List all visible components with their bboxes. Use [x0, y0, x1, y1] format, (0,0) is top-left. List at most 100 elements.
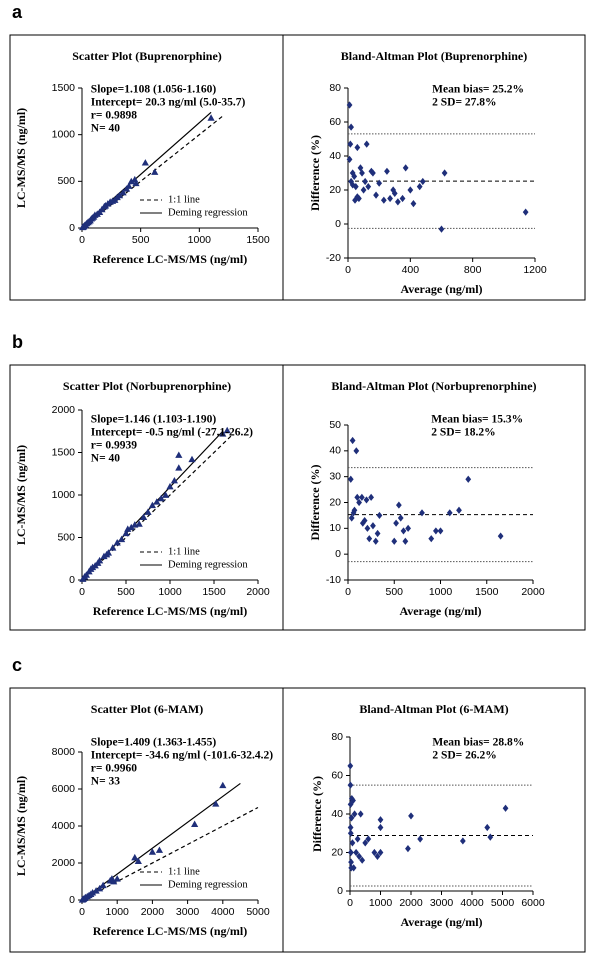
y-tick-label: 20 [329, 184, 341, 196]
y-axis-label: LC-MS/MS (ng/ml) [14, 108, 28, 208]
panel-frame [9, 687, 586, 953]
x-tick-label: 1500 [202, 586, 226, 598]
x-tick-label: 500 [385, 586, 403, 598]
annotation: Intercept= -0.5 ng/ml (-27.1-26.2) [91, 427, 253, 439]
legend-label: 1:1 line [168, 194, 200, 205]
data-point [109, 544, 117, 551]
data-point [122, 529, 130, 537]
data-point [113, 539, 121, 546]
annotation: 2 SD= 27.8% [432, 97, 496, 109]
data-point [391, 537, 398, 545]
data-point [346, 101, 353, 109]
panel-label: a [12, 2, 23, 22]
data-point [223, 426, 231, 434]
data-point [131, 853, 139, 861]
legend-label: Deming regression [168, 879, 248, 890]
data-point [157, 494, 165, 502]
annotation: r= 0.9939 [91, 440, 137, 452]
panel-frame [9, 364, 586, 631]
data-point [92, 887, 100, 894]
data-point [522, 208, 529, 216]
data-point [358, 493, 365, 501]
y-tick-label: 0 [335, 548, 341, 560]
data-point [353, 447, 360, 455]
y-tick-label: 2000 [52, 404, 76, 416]
data-point [456, 506, 462, 514]
x-tick-label: 1500 [246, 234, 270, 246]
data-point [350, 796, 356, 805]
annotation: Intercept= 20.3 ng/ml (5.0-35.7) [91, 97, 246, 109]
data-point [353, 848, 359, 857]
data-point [207, 114, 215, 121]
data-point [356, 498, 362, 507]
data-point [347, 829, 354, 837]
data-point [502, 804, 509, 812]
x-tick-label: 2000 [399, 897, 423, 909]
data-point [365, 183, 372, 191]
data-point [135, 520, 143, 527]
data-point [141, 159, 149, 166]
x-tick-label: 1200 [523, 264, 547, 276]
y-tick-label: 0 [69, 894, 75, 906]
x-axis-label: Reference LC-MS/MS (ng/ml) [93, 604, 247, 618]
data-point [354, 193, 361, 201]
data-point [347, 823, 354, 832]
chart-title: Scatter Plot (Norbuprenorphine) [63, 379, 231, 393]
y-tick-label: 40 [329, 445, 341, 457]
data-point [119, 188, 127, 196]
data-point [350, 864, 357, 872]
data-point [371, 848, 378, 857]
data-point [459, 837, 466, 845]
y-tick-label: 30 [329, 470, 341, 482]
y-axis-label: Difference (%) [310, 776, 324, 852]
data-point [377, 816, 384, 824]
data-point [441, 169, 448, 177]
data-point [219, 781, 227, 789]
data-point [376, 511, 383, 520]
data-point [438, 225, 445, 233]
data-point [391, 189, 398, 197]
data-point [370, 522, 376, 530]
data-point [374, 529, 381, 538]
data-point [166, 482, 174, 490]
panel-label: b [12, 332, 23, 352]
y-tick-label: 60 [331, 769, 343, 781]
y-axis-label: LC-MS/MS (ng/ml) [14, 776, 28, 876]
y-tick-label: 4000 [52, 820, 76, 832]
data-point [82, 571, 90, 578]
chart-title: Bland-Altman Plot (Buprenorphine) [341, 49, 527, 63]
legend-label: 1:1 line [168, 866, 200, 877]
y-tick-label: 50 [329, 419, 341, 431]
data-point [212, 800, 220, 807]
data-point [354, 493, 361, 501]
data-point [399, 194, 406, 203]
y-tick-label: 40 [331, 808, 343, 820]
data-point [219, 430, 227, 437]
data-point [417, 835, 424, 843]
x-tick-label: 1000 [369, 897, 393, 909]
y-tick-label: 8000 [52, 746, 76, 758]
data-point [366, 535, 373, 543]
annotation: Mean bias= 28.8% [432, 737, 524, 749]
data-point [359, 856, 366, 864]
data-point [437, 527, 444, 535]
data-point [362, 177, 369, 186]
y-tick-label: 0 [69, 574, 75, 586]
data-point [346, 155, 353, 163]
x-tick-label: 400 [402, 264, 420, 276]
data-point [384, 167, 390, 175]
x-tick-label: 6000 [521, 897, 545, 909]
data-point [347, 140, 354, 148]
data-point [354, 143, 361, 152]
data-point [124, 525, 132, 532]
data-point [376, 179, 383, 187]
data-point [397, 514, 404, 522]
data-point [497, 532, 504, 540]
panel-label: c [12, 655, 22, 675]
annotation: 2 SD= 18.2% [431, 427, 495, 439]
annotation: 2 SD= 26.2% [432, 750, 496, 762]
data-point [151, 168, 159, 175]
data-point [360, 186, 367, 194]
x-tick-label: 0 [79, 234, 85, 246]
data-point [99, 881, 107, 889]
